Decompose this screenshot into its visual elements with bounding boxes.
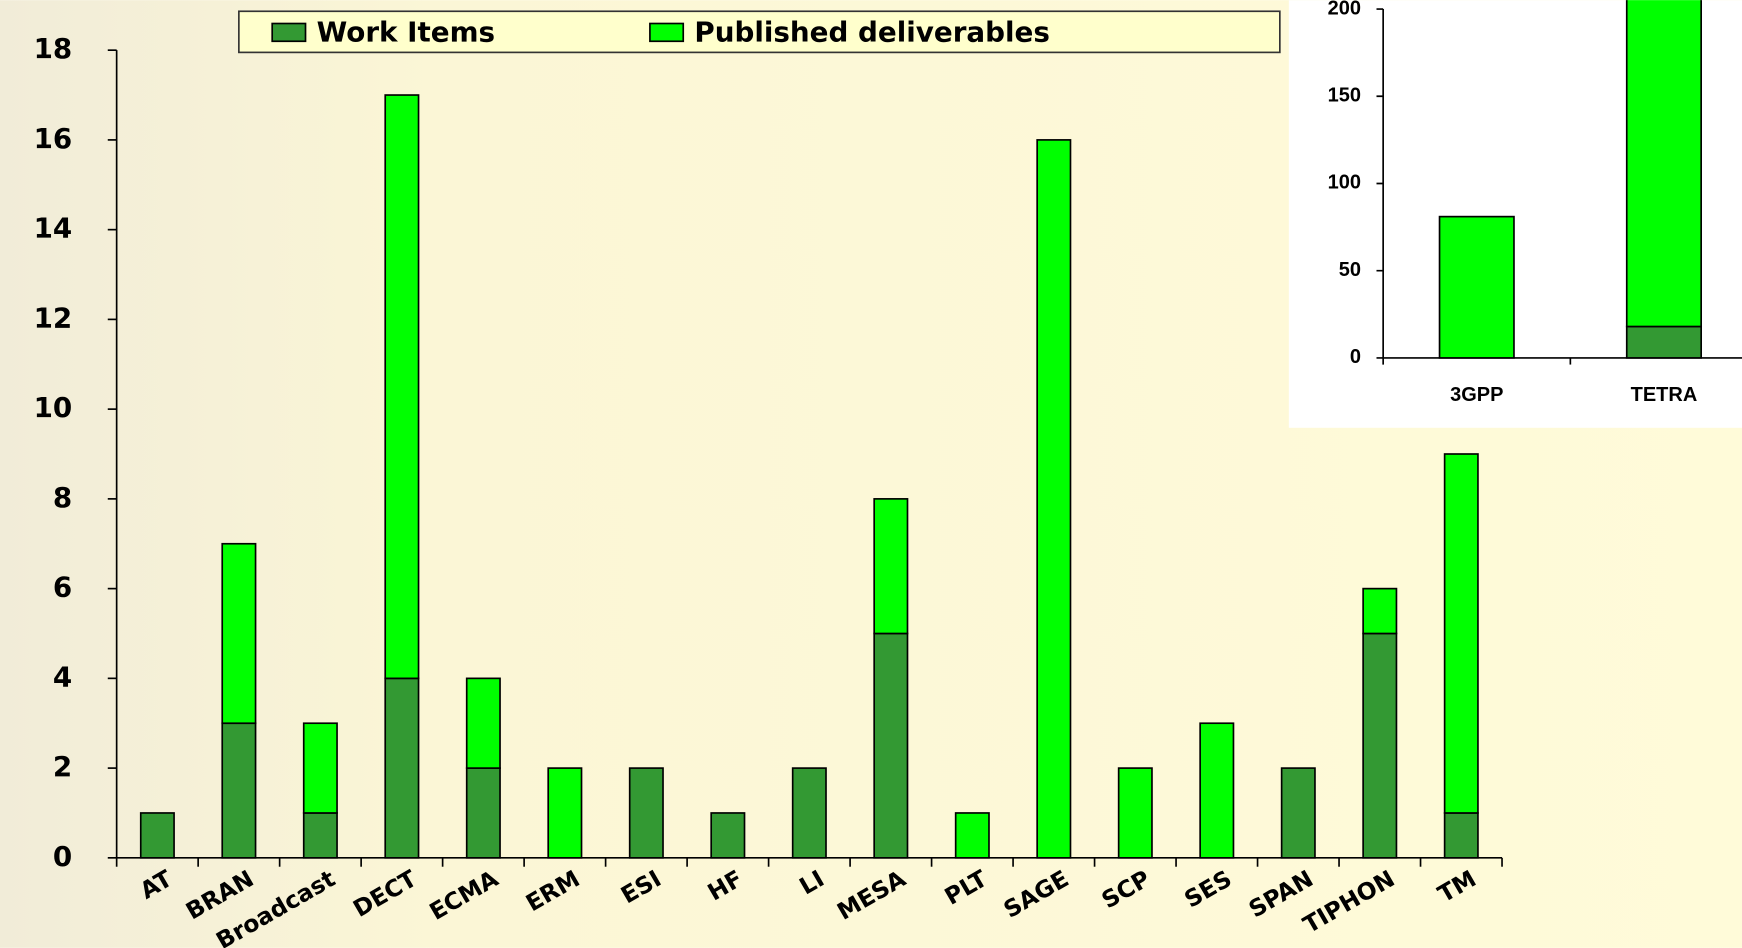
x-tick-label: 3GPP — [1450, 384, 1503, 406]
bar-segment — [954, 812, 990, 859]
legend-swatch — [649, 22, 685, 43]
y-tick-label: 0 — [1350, 346, 1361, 368]
legend: Work Items Published deliverables — [238, 10, 1281, 54]
bar-segment — [221, 722, 257, 859]
legend-box — [238, 10, 1281, 54]
legend-swatch — [271, 22, 307, 43]
bar-segment — [139, 812, 175, 859]
legend-label: Published deliverables — [694, 16, 1050, 49]
bar-segment — [302, 812, 338, 859]
y-tick-label: 50 — [1339, 259, 1361, 281]
y-tick-label: 14 — [34, 212, 73, 245]
bar-segment — [1443, 812, 1479, 859]
inset-chart: 0 50 100 150 200 3GPP TETRA — [1288, 0, 1742, 428]
bar-segment — [791, 767, 827, 859]
y-tick-label: 18 — [34, 32, 73, 65]
bar-segment — [1443, 453, 1479, 814]
bar-segment — [873, 632, 909, 859]
y-tick-label: 100 — [1328, 172, 1361, 194]
bar-segment — [465, 767, 501, 859]
y-tick-label: 4 — [53, 660, 72, 693]
bar-segment — [302, 722, 338, 814]
bar-segment — [1625, 325, 1703, 359]
bar-segment — [547, 767, 583, 859]
y-tick-label: 200 — [1328, 0, 1361, 19]
y-tick-label: 0 — [53, 840, 72, 873]
bar-segment — [1438, 215, 1515, 359]
x-tick-label: TETRA — [1631, 384, 1698, 406]
y-tick-label: 12 — [34, 301, 73, 334]
bar-segment — [873, 498, 909, 635]
bar-segment — [628, 767, 664, 859]
bar-segment — [1362, 632, 1398, 859]
y-tick-label: 10 — [34, 391, 73, 424]
bar-segment — [221, 542, 257, 725]
bar-segment — [384, 677, 420, 859]
y-tick-label: 150 — [1328, 85, 1361, 107]
legend-label: Work Items — [317, 16, 495, 49]
bar-segment — [465, 677, 501, 769]
y-tick-label: 6 — [53, 571, 72, 604]
bar-segment — [384, 94, 420, 680]
bar-segment — [1036, 139, 1072, 859]
y-tick-label: 16 — [34, 122, 73, 155]
bar-segment — [1280, 767, 1316, 859]
bar-segment — [710, 812, 746, 859]
bar-segment — [1117, 767, 1153, 859]
y-tick-label: 8 — [53, 481, 72, 514]
bar-segment — [1199, 722, 1235, 859]
y-tick-label: 2 — [53, 750, 72, 783]
bar-segment — [1362, 587, 1398, 635]
bar-segment — [1625, 0, 1703, 328]
